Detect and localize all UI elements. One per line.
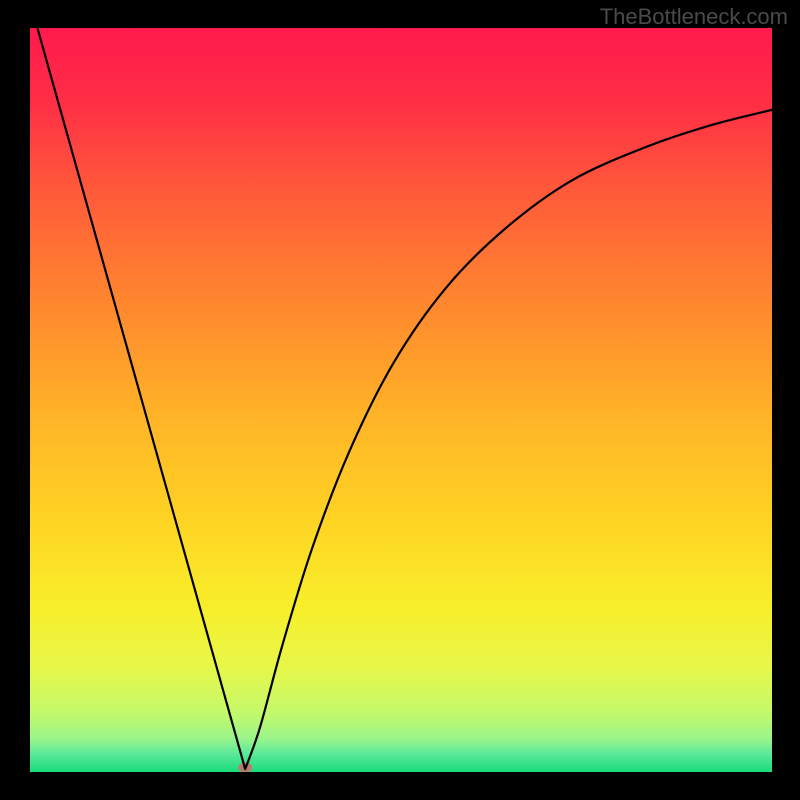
chart-svg: [30, 28, 772, 772]
plot-area: [30, 28, 772, 772]
chart-frame: TheBottleneck.com: [0, 0, 800, 800]
watermark-text: TheBottleneck.com: [600, 4, 788, 30]
